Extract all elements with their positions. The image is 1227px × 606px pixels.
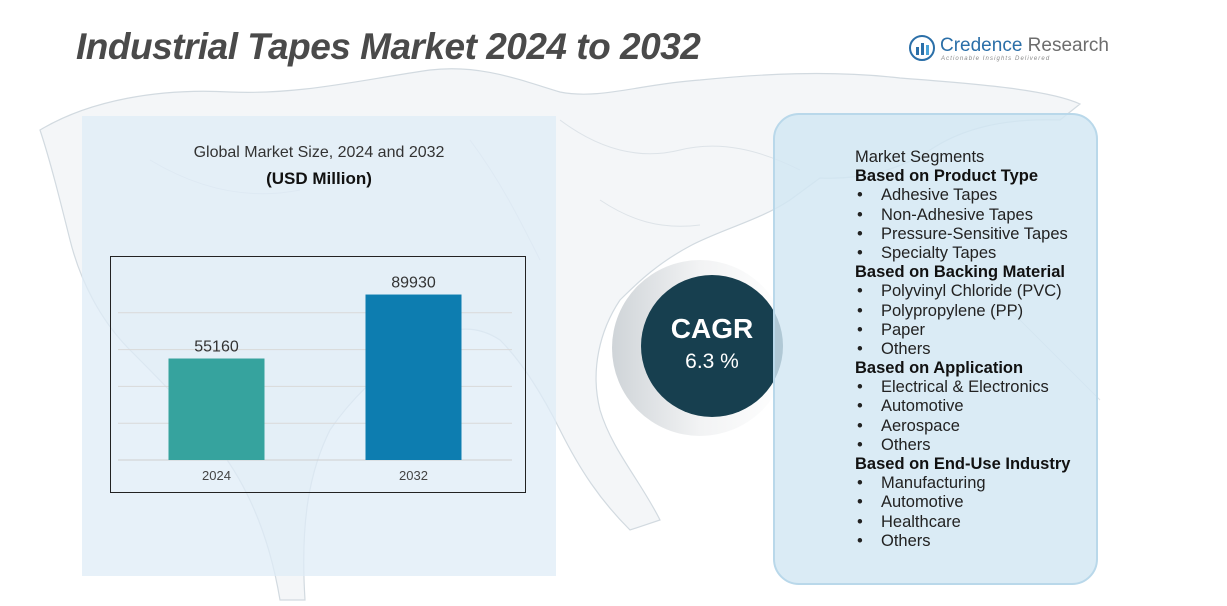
chart-panel [82,116,556,576]
segment-item-label: Paper [881,320,926,339]
bar-chart: 55160 2024 89930 2032 [110,256,526,493]
segment-item-label: Pressure-Sensitive Tapes [881,224,1068,243]
bar-2024 [168,358,265,460]
segment-item-label: Aerospace [881,416,960,435]
bullet-icon: • [857,416,863,435]
bullet-icon: • [857,397,863,416]
bullet-icon: • [857,378,863,397]
segment-item-label: Manufacturing [881,474,986,493]
segment-item: • Others [855,436,1095,455]
x-tick-label: 2024 [202,468,231,483]
segment-item-label: Electrical & Electronics [881,378,1049,397]
page-title: Industrial Tapes Market 2024 to 2032 [76,26,701,67]
bullet-icon: • [857,224,863,243]
segment-item: • Automotive [855,493,1095,512]
segment-item-label: Others [881,531,931,550]
segment-item: • Polyvinyl Chloride (PVC) [855,282,1095,301]
segment-item: • Others [855,340,1095,359]
segment-item-label: Specialty Tapes [881,243,997,262]
segment-item: • Pressure-Sensitive Tapes [855,225,1095,244]
segment-item-label: Non-Adhesive Tapes [881,205,1033,224]
segment-group-heading: Based on End-Use Industry [855,455,1071,473]
segment-item: • Others [855,532,1095,551]
segment-item-label: Healthcare [881,512,961,531]
bullet-icon: • [857,339,863,358]
bullet-icon: • [857,243,863,262]
bar-chart-logo-icon [909,35,935,61]
segment-group-heading: Based on Application [855,359,1024,378]
segment-item-label: Others [881,339,931,358]
chart-frame [110,256,526,493]
logo-tagline: Actionable Insights Delivered [941,56,1051,62]
segments-heading: Market Segments [855,148,985,166]
segment-item-label: Polypropylene (PP) [881,301,1024,320]
segment-item: • Polypropylene (PP) [855,302,1095,321]
segment-item: • Healthcare [855,513,1095,532]
credence-research-logo: Credence Research Actionable Insights De… [908,34,1109,66]
segment-item: • Automotive [855,397,1095,416]
segment-group-heading: Based on Backing Material [855,263,1065,282]
bullet-icon: • [857,205,863,224]
bullet-icon: • [857,320,863,339]
segment-item-label: Adhesive Tapes [881,186,998,205]
segment-item: • Electrical & Electronics [855,378,1095,397]
segment-item: • Manufacturing [855,474,1095,493]
segments-list: Market Segments Based on Product Type • Ad… [855,148,1095,551]
segment-item: • Specialty Tapes [855,244,1095,263]
bullet-icon: • [857,435,863,454]
logo-name: Credence Research [940,35,1109,56]
bullet-icon: • [857,474,863,493]
x-tick-label: 2032 [399,468,428,483]
chart-unit: (USD Million) [266,169,372,188]
bullet-icon: • [857,512,863,531]
segment-item: • Paper [855,321,1095,340]
segment-item-label: Automotive [881,493,964,512]
segments-panel [773,113,1098,585]
segment-item-label: Others [881,435,931,454]
segment-item-label: Polyvinyl Chloride (PVC) [881,282,1062,301]
bullet-icon: • [857,282,863,301]
data-label: 55160 [194,339,239,356]
cagr-ring [612,260,788,436]
bar-2032 [365,294,462,460]
data-label: 89930 [391,275,436,292]
segment-item: • Non-Adhesive Tapes [855,206,1095,225]
cagr-label: CAGR [670,313,754,344]
bullet-icon: • [857,301,863,320]
cagr-value: 6.3 % [685,350,739,373]
segment-group-heading: Based on Product Type [855,167,1039,186]
bullet-icon: • [857,186,863,205]
segment-item: • Adhesive Tapes [855,186,1095,205]
chart-title: Global Market Size, 2024 and 2032 [193,144,445,161]
bullet-icon: • [857,531,863,550]
segment-item: • Aerospace [855,417,1095,436]
segment-item-label: Automotive [881,397,964,416]
bullet-icon: • [857,493,863,512]
cagr-disc [641,275,783,417]
